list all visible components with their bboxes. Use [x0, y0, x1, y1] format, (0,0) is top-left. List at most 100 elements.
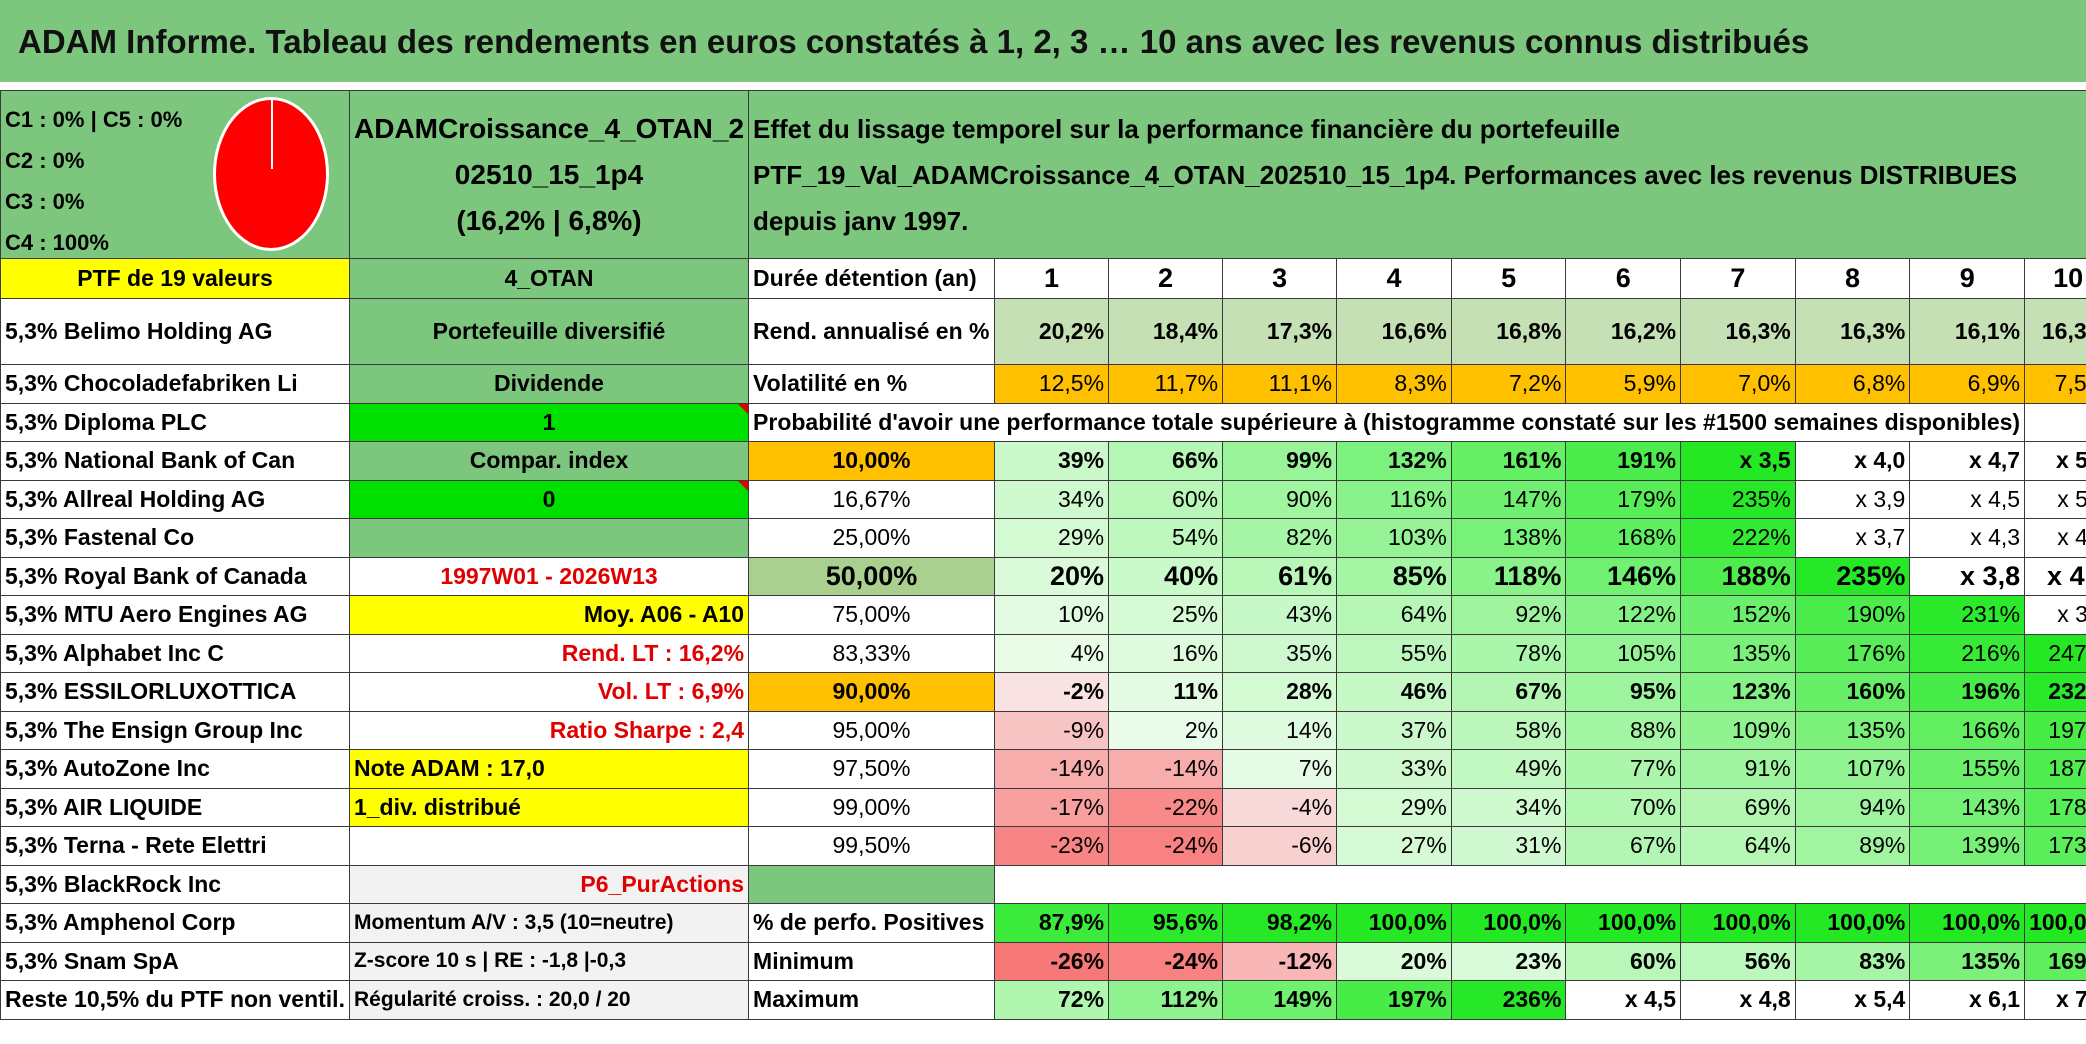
table-row: 5,3% Alphabet Inc C Rend. LT : 16,2% 83,33… — [0, 633, 2086, 673]
rend-label: Rend. annualisé en % — [748, 298, 995, 365]
vol-value: 6,9% — [1909, 364, 2026, 404]
probability-value: 123% — [1680, 672, 1796, 712]
rend-value: 17,3% — [1222, 298, 1338, 365]
probability-value: 188% — [1680, 556, 1796, 596]
asset-class-cell: C1 : 0% | C5 : 0% C2 : 0% C3 : 0% C4 : 1… — [0, 90, 350, 259]
probability-value: 173% — [2024, 826, 2086, 866]
rend-value: 16,3% — [1680, 298, 1796, 365]
minimum-value: 56% — [1680, 941, 1796, 981]
probability-value: 135% — [1680, 633, 1796, 673]
vol-value: 12,5% — [993, 364, 1110, 404]
probability-value: 46% — [1336, 672, 1452, 712]
vol-value: 7,5% — [2024, 364, 2086, 404]
minimum-value: -26% — [993, 941, 1110, 981]
probability-value: 187% — [2024, 749, 2086, 789]
probability-value: -14% — [1108, 749, 1224, 789]
probability-threshold: 97,50% — [748, 749, 995, 789]
probability-value: -2% — [993, 672, 1110, 712]
probability-value: 55% — [1336, 633, 1452, 673]
probability-value: x 5,2 — [2024, 479, 2086, 519]
probability-value: x 4,3 — [1909, 518, 2026, 558]
class-c3: C3 : 0% — [5, 189, 85, 214]
probability-value: 78% — [1450, 633, 1567, 673]
probability-value: 60% — [1108, 479, 1224, 519]
year-header: 8 — [1794, 258, 1911, 299]
year-header: 4 — [1336, 258, 1452, 299]
vol-value: 8,3% — [1336, 364, 1452, 404]
positive-value: 100,0% — [1909, 903, 2026, 943]
probability-threshold: 90,00% — [748, 672, 995, 712]
probability-value: 139% — [1909, 826, 2026, 866]
positive-value: 100,0% — [1336, 903, 1452, 943]
probability-value: 143% — [1909, 787, 2026, 827]
maximum-value: x 4,5 — [1565, 980, 1682, 1020]
table-row: 5,3% Allreal Holding AG 0 16,67% 34% 60% 90% 1… — [0, 479, 2086, 519]
rend-value: 16,1% — [1909, 298, 2026, 365]
dividend-value: 1 — [348, 402, 750, 442]
probability-value: 77% — [1565, 749, 1682, 789]
vol-value: 6,8% — [1794, 364, 1911, 404]
probability-value: 90% — [1222, 479, 1338, 519]
purchase-label: P6_PurActions — [348, 864, 750, 904]
probability-value: x 3,8 — [1909, 556, 2026, 596]
positive-label: % de perfo. Positives — [748, 903, 995, 943]
probability-value: 161% — [1450, 441, 1567, 481]
maximum-value: 149% — [1222, 980, 1338, 1020]
table-row: 5,3% The Ensign Group Inc Ratio Sharpe : … — [0, 710, 2086, 750]
rend-value: 16,3% — [2024, 298, 2086, 365]
probability-value: 176% — [1794, 633, 1911, 673]
probability-value: 85% — [1336, 556, 1452, 596]
maximum-value: x 7,1 — [2024, 980, 2086, 1020]
probability-value: 95% — [1565, 672, 1682, 712]
holding-name: Reste 10,5% du PTF non ventil. — [0, 980, 350, 1020]
probability-value: 247% — [2024, 633, 2086, 673]
rend-value: 16,3% — [1794, 298, 1911, 365]
duration-label: Durée détention (an) — [748, 258, 995, 299]
table-row: 5,3% ESSILORLUXOTTICA Vol. LT : 6,9% 90,00… — [0, 672, 2086, 712]
comment-marker-icon — [738, 480, 748, 491]
holding-name: 5,3% Royal Bank of Canada — [0, 556, 350, 596]
rend-value: 20,2% — [993, 298, 1110, 365]
probability-value: 61% — [1222, 556, 1338, 596]
minimum-value: 23% — [1450, 941, 1567, 981]
positive-value: 100,0% — [1680, 903, 1796, 943]
probability-value: 67% — [1450, 672, 1567, 712]
minimum-value: 135% — [1909, 941, 2026, 981]
probability-value: x 3,9 — [1794, 479, 1911, 519]
maximum-value: x 6,1 — [1909, 980, 2026, 1020]
year-header: 1 — [993, 258, 1110, 299]
table-row: 5,3% AutoZone Inc Note ADAM : 17,0 97,50% -… — [0, 749, 2086, 789]
table-row: 5,3% Royal Bank of Canada 1997W01 - 2026W… — [0, 556, 2086, 596]
holding-name: 5,3% AutoZone Inc — [0, 749, 350, 789]
probability-value: 29% — [1336, 787, 1452, 827]
probability-value: 16% — [1108, 633, 1224, 673]
holding-name: 5,3% Alphabet Inc C — [0, 633, 350, 673]
table-row: 5,3% Diploma PLC 1 Probabilité d'avoir une… — [0, 402, 2086, 442]
portfolio-stats: (16,2% | 6,8%) — [456, 204, 642, 236]
probability-value: 39% — [993, 441, 1110, 481]
vol-value: 11,1% — [1222, 364, 1338, 404]
average-label: Moy. A06 - A10 — [348, 595, 750, 635]
probability-value: 235% — [1794, 556, 1911, 596]
probability-value: -6% — [1222, 826, 1338, 866]
probability-value: -17% — [993, 787, 1110, 827]
positive-value: 100,0% — [2024, 903, 2086, 943]
probability-value: 7% — [1222, 749, 1338, 789]
probability-value: 34% — [993, 479, 1110, 519]
probability-threshold: 75,00% — [748, 595, 995, 635]
probability-value: 91% — [1680, 749, 1796, 789]
report-title: ADAM Informe. Tableau des rendements en … — [0, 0, 2086, 84]
long-term-volatility: Vol. LT : 6,9% — [348, 672, 750, 712]
maximum-value: x 5,4 — [1794, 980, 1911, 1020]
probability-value: 235% — [1680, 479, 1796, 519]
positive-value: 95,6% — [1108, 903, 1224, 943]
holding-name: 5,3% Amphenol Corp — [0, 903, 350, 943]
probability-value: 49% — [1450, 749, 1567, 789]
rend-value: 16,6% — [1336, 298, 1452, 365]
probability-value: 4% — [993, 633, 1110, 673]
minimum-value: -12% — [1222, 941, 1338, 981]
probability-value: 135% — [1794, 710, 1911, 750]
description-line1: Effet du lissage temporel sur la perform… — [753, 113, 1620, 144]
probability-value: 92% — [1450, 595, 1567, 635]
probability-value: 35% — [1222, 633, 1338, 673]
